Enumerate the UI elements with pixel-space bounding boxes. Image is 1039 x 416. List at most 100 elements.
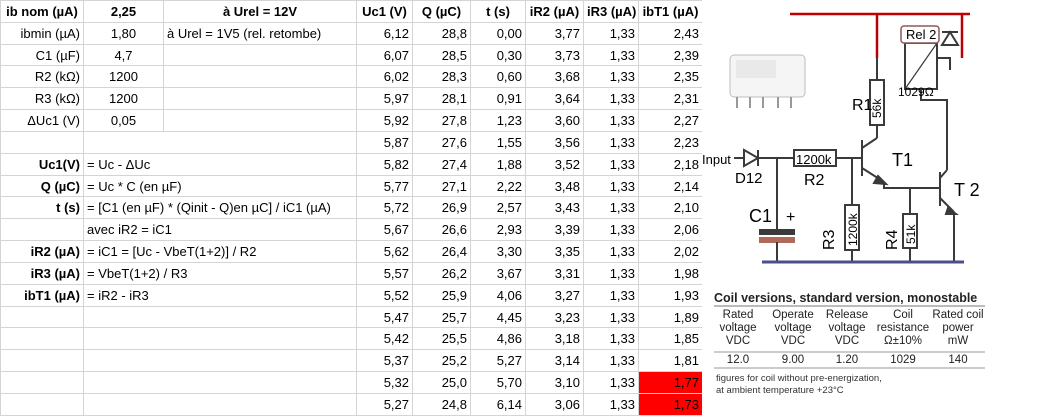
data-cell[interactable]: 2,23 xyxy=(638,130,703,154)
cell-label[interactable] xyxy=(0,218,84,242)
cell-label[interactable] xyxy=(0,130,84,154)
data-cell[interactable]: 5,92 xyxy=(356,109,413,132)
data-cell[interactable]: 3,23 xyxy=(525,305,584,329)
data-cell[interactable]: 3,52 xyxy=(525,152,584,176)
data-cell[interactable]: 1,33 xyxy=(583,43,639,67)
data-cell[interactable]: 1,23 xyxy=(470,109,526,132)
data-cell[interactable]: 1,33 xyxy=(583,174,639,198)
cell-formula[interactable] xyxy=(83,371,357,394)
data-cell[interactable]: 5,67 xyxy=(356,218,413,242)
data-cell[interactable]: 3,77 xyxy=(525,21,584,45)
data-cell[interactable]: 1,33 xyxy=(583,109,639,132)
data-cell[interactable]: 25,9 xyxy=(412,283,471,307)
data-cell[interactable]: 2,18 xyxy=(638,152,703,176)
cell-note[interactable] xyxy=(163,87,357,111)
data-cell[interactable]: 6,14 xyxy=(470,392,526,416)
cell-label[interactable]: R3 (kΩ) xyxy=(0,87,84,111)
cell-formula[interactable]: = iR2 - iR3 xyxy=(83,283,357,307)
data-cell[interactable]: 27,1 xyxy=(412,174,471,198)
cell-value[interactable]: 1200 xyxy=(83,87,164,111)
data-cell[interactable]: 2,57 xyxy=(470,196,526,220)
cell-value[interactable]: 0,05 xyxy=(83,109,164,132)
data-cell[interactable]: 2,27 xyxy=(638,109,703,132)
data-cell[interactable]: 5,72 xyxy=(356,196,413,220)
cell-label[interactable]: Q (µC) xyxy=(0,174,84,198)
cell-formula[interactable] xyxy=(83,349,357,373)
data-cell[interactable]: 3,18 xyxy=(525,327,584,351)
data-cell[interactable]: 2,14 xyxy=(638,174,703,198)
data-cell[interactable]: 3,48 xyxy=(525,174,584,198)
cell-label[interactable]: t (s) xyxy=(0,196,84,220)
cell-label[interactable]: ΔUc1 (V) xyxy=(0,109,84,132)
data-cell[interactable]: 5,57 xyxy=(356,261,413,285)
data-cell[interactable]: 27,6 xyxy=(412,130,471,154)
data-cell[interactable]: 2,93 xyxy=(470,218,526,242)
cell-formula[interactable]: avec iR2 = iC1 xyxy=(83,218,357,242)
data-cell[interactable]: 28,8 xyxy=(412,21,471,45)
data-cell[interactable]: 2,31 xyxy=(638,87,703,111)
data-cell[interactable]: 2,43 xyxy=(638,21,703,45)
cell-note[interactable] xyxy=(163,43,357,67)
data-cell[interactable]: 1,89 xyxy=(638,305,703,329)
cell-formula[interactable]: = [C1 (en µF) * (Qinit - Q)en µC] / iC1 … xyxy=(83,196,357,220)
data-cell[interactable]: 5,97 xyxy=(356,87,413,111)
data-cell[interactable]: 2,02 xyxy=(638,240,703,263)
data-cell[interactable]: 3,68 xyxy=(525,65,584,89)
cell-formula[interactable]: = VbeT(1+2) / R3 xyxy=(83,261,357,285)
cell-label[interactable]: ibT1 (µA) xyxy=(0,283,84,307)
cell-formula[interactable] xyxy=(83,130,357,154)
data-cell[interactable]: 1,33 xyxy=(583,371,639,394)
cell-value[interactable]: 1,80 xyxy=(83,21,164,45)
cell-note[interactable]: à Urel = 1V5 (rel. retombe) xyxy=(163,21,357,45)
data-cell[interactable]: 5,27 xyxy=(470,349,526,373)
cell-label[interactable]: R2 (kΩ) xyxy=(0,65,84,89)
data-cell[interactable]: 25,7 xyxy=(412,305,471,329)
cell-formula[interactable] xyxy=(83,392,357,416)
data-cell[interactable]: 2,35 xyxy=(638,65,703,89)
cell-note[interactable] xyxy=(163,109,357,132)
column-header[interactable]: Q (µC) xyxy=(412,0,471,23)
cell-formula[interactable] xyxy=(83,305,357,329)
data-cell[interactable]: 26,9 xyxy=(412,196,471,220)
data-cell[interactable]: 2,22 xyxy=(470,174,526,198)
data-cell[interactable]: 28,1 xyxy=(412,87,471,111)
data-cell[interactable]: 27,8 xyxy=(412,109,471,132)
data-cell[interactable]: 3,30 xyxy=(470,240,526,263)
cell-formula[interactable] xyxy=(83,327,357,351)
data-cell[interactable]: 2,10 xyxy=(638,196,703,220)
data-cell[interactable]: 5,47 xyxy=(356,305,413,329)
data-cell[interactable]: 1,55 xyxy=(470,130,526,154)
data-cell[interactable]: 2,39 xyxy=(638,43,703,67)
data-cell[interactable]: 1,88 xyxy=(470,152,526,176)
data-cell[interactable]: 5,62 xyxy=(356,240,413,263)
data-cell[interactable]: 3,73 xyxy=(525,43,584,67)
data-cell[interactable]: 6,07 xyxy=(356,43,413,67)
cell-note[interactable]: à Urel = 12V xyxy=(163,0,357,23)
data-cell[interactable]: 3,39 xyxy=(525,218,584,242)
data-cell[interactable]: 3,56 xyxy=(525,130,584,154)
data-cell[interactable]: 3,35 xyxy=(525,240,584,263)
data-cell[interactable]: 26,4 xyxy=(412,240,471,263)
data-cell[interactable]: 1,33 xyxy=(583,283,639,307)
data-cell[interactable]: 5,77 xyxy=(356,174,413,198)
data-cell[interactable]: 1,33 xyxy=(583,21,639,45)
data-cell[interactable]: 5,27 xyxy=(356,392,413,416)
cell-label[interactable]: Uc1(V) xyxy=(0,152,84,176)
cell-label[interactable]: ib nom (µA) xyxy=(0,0,84,23)
data-cell[interactable]: 1,93 xyxy=(638,283,703,307)
data-cell[interactable]: 5,87 xyxy=(356,130,413,154)
data-cell[interactable]: 4,86 xyxy=(470,327,526,351)
data-cell[interactable]: 3,60 xyxy=(525,109,584,132)
column-header[interactable]: ibT1 (µA) xyxy=(638,0,703,23)
data-cell[interactable]: 1,33 xyxy=(583,349,639,373)
data-cell[interactable]: 1,85 xyxy=(638,327,703,351)
cell-label[interactable]: ibmin (µA) xyxy=(0,21,84,45)
cell-formula[interactable]: = Uc - ΔUc xyxy=(83,152,357,176)
data-cell[interactable]: 1,33 xyxy=(583,240,639,263)
data-cell[interactable]: 26,6 xyxy=(412,218,471,242)
data-cell[interactable]: 1,33 xyxy=(583,392,639,416)
data-cell[interactable]: 1,33 xyxy=(583,196,639,220)
data-cell[interactable]: 26,2 xyxy=(412,261,471,285)
cell-formula[interactable]: = iC1 = [Uc - VbeT(1+2)] / R2 xyxy=(83,240,357,263)
cell-value[interactable]: 2,25 xyxy=(83,0,164,23)
